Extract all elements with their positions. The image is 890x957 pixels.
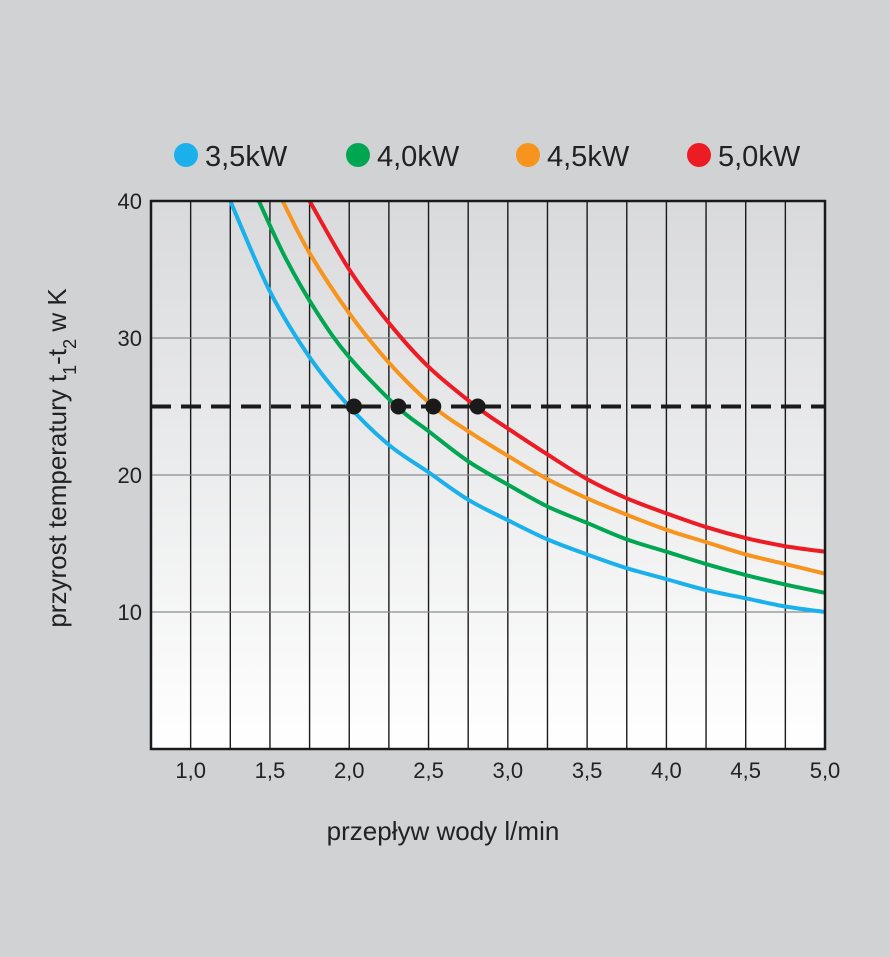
- y-tick-label: 40: [118, 189, 142, 214]
- y-tick-labels: 10 20 30 40: [118, 189, 142, 625]
- intersection-marker: [345, 398, 362, 415]
- y-axis-title: przyrost temperatury t1-t2 w K: [42, 288, 80, 628]
- y-axis-title-part: w K: [42, 288, 72, 339]
- legend-label: 3,5kW: [205, 141, 288, 173]
- intersection-marker: [390, 398, 407, 415]
- y-axis-title-part: przyrost temperatury t: [42, 374, 72, 628]
- x-tick-label: 5,0: [810, 758, 841, 783]
- x-tick-label: 4,0: [651, 758, 682, 783]
- legend-swatch: [516, 143, 540, 167]
- x-tick-labels: 1,0 1,5 2,0 2,5 3,0 3,5 4,0 4,5 5,0: [175, 758, 840, 783]
- y-tick-label: 20: [118, 463, 142, 488]
- series-line-2: [256, 201, 825, 595]
- y-tick-label: 30: [118, 326, 142, 351]
- y-tick-label: 10: [118, 600, 142, 625]
- plot-frame: [149, 199, 827, 751]
- series-line-1: [228, 201, 825, 614]
- series-group: [228, 201, 825, 614]
- intersection-marker: [425, 398, 442, 415]
- legend: 3,5kW 4,0kW 4,5kW 5,0kW: [174, 141, 801, 173]
- x-tick-label: 4,5: [730, 758, 761, 783]
- x-tick-label: 2,5: [413, 758, 444, 783]
- legend-label: 4,0kW: [377, 141, 460, 173]
- intersection-marker: [469, 398, 486, 415]
- legend-label: 5,0kW: [718, 141, 801, 173]
- y-axis-title-subscript: 2: [60, 339, 80, 349]
- markers-group: [345, 398, 486, 415]
- y-axis-title-part: -t: [42, 348, 72, 365]
- legend-label: 4,5kW: [547, 141, 630, 173]
- legend-swatch: [346, 143, 370, 167]
- legend-swatch: [687, 143, 711, 167]
- series-line-4: [307, 201, 825, 554]
- x-tick-label: 3,0: [493, 758, 524, 783]
- x-tick-label: 3,5: [572, 758, 603, 783]
- x-tick-label: 1,0: [175, 758, 206, 783]
- series-line-3: [280, 201, 825, 576]
- x-tick-label: 2,0: [334, 758, 365, 783]
- x-tick-label: 1,5: [255, 758, 286, 783]
- y-axis-title-subscript: 1: [60, 365, 80, 375]
- legend-swatch: [174, 143, 198, 167]
- x-axis-title: przepływ wody l/min: [327, 816, 560, 846]
